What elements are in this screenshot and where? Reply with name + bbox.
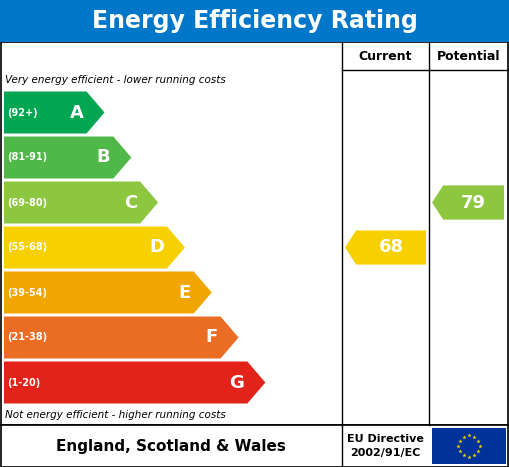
Bar <box>432 428 506 464</box>
Bar <box>0 0 509 42</box>
Polygon shape <box>4 271 212 313</box>
Text: G: G <box>230 374 244 391</box>
Text: F: F <box>205 328 217 347</box>
Text: 79: 79 <box>461 193 486 212</box>
Text: (21-38): (21-38) <box>7 333 47 342</box>
Text: EU Directive
2002/91/EC: EU Directive 2002/91/EC <box>347 434 424 458</box>
Text: Energy Efficiency Rating: Energy Efficiency Rating <box>92 9 417 33</box>
Text: (92+): (92+) <box>7 107 38 118</box>
Polygon shape <box>432 185 504 219</box>
Text: (39-54): (39-54) <box>7 288 47 297</box>
Text: Very energy efficient - lower running costs: Very energy efficient - lower running co… <box>5 75 226 85</box>
Text: A: A <box>70 104 83 121</box>
Text: (1-20): (1-20) <box>7 377 40 388</box>
Text: C: C <box>124 193 137 212</box>
Polygon shape <box>4 182 158 224</box>
Text: Potential: Potential <box>437 50 501 63</box>
Text: 68: 68 <box>379 239 404 256</box>
Text: (81-91): (81-91) <box>7 153 47 163</box>
Text: Current: Current <box>359 50 412 63</box>
Polygon shape <box>345 230 426 265</box>
Polygon shape <box>4 226 185 269</box>
Text: B: B <box>97 149 110 167</box>
Text: (69-80): (69-80) <box>7 198 47 207</box>
Bar <box>1 425 508 467</box>
Text: England, Scotland & Wales: England, Scotland & Wales <box>56 439 286 453</box>
Text: D: D <box>149 239 164 256</box>
Bar <box>1 42 508 425</box>
Text: (55-68): (55-68) <box>7 242 47 253</box>
Polygon shape <box>4 92 104 134</box>
Text: Not energy efficient - higher running costs: Not energy efficient - higher running co… <box>5 410 226 420</box>
Polygon shape <box>4 136 131 178</box>
Text: E: E <box>179 283 191 302</box>
Polygon shape <box>4 317 239 359</box>
Polygon shape <box>4 361 265 403</box>
